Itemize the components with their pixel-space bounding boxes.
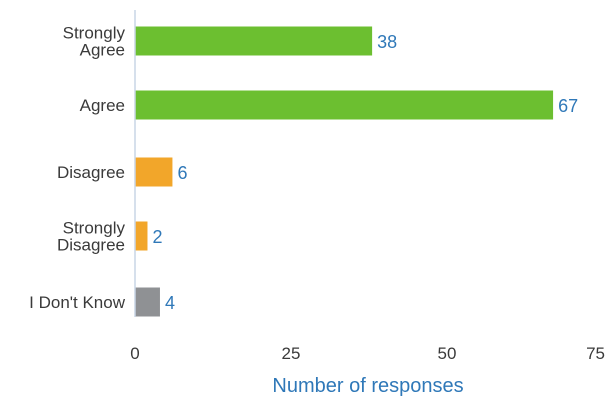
x-tick-label: 25: [282, 344, 301, 363]
x-axis-title: Number of responses: [272, 375, 463, 397]
data-label: 6: [177, 163, 187, 183]
data-label: 38: [377, 32, 397, 52]
bars-layer: [135, 26, 554, 317]
bar: [135, 221, 148, 251]
bar: [135, 90, 554, 120]
category-label: Disagree: [57, 163, 125, 182]
bar: [135, 26, 373, 56]
category-labels: Strongly Agree Agree Disagree Strongly Disagr…: [29, 24, 126, 313]
category-label: Strongly Disagree: [57, 219, 126, 255]
x-tick-label: 0: [130, 344, 139, 363]
bar: [135, 287, 160, 317]
bar: [135, 157, 173, 187]
x-tick-labels: 0 25 50 75: [130, 344, 605, 363]
x-tick-label: 50: [438, 344, 457, 363]
category-label: Strongly Agree: [63, 24, 126, 60]
data-label: 4: [165, 293, 175, 313]
data-label: 2: [152, 227, 162, 247]
x-tick-label: 75: [586, 344, 605, 363]
category-label: Agree: [80, 96, 125, 115]
category-label: I Don't Know: [29, 293, 126, 312]
data-label: 67: [558, 96, 578, 116]
data-labels: 38 67 6 2 4: [152, 32, 578, 313]
